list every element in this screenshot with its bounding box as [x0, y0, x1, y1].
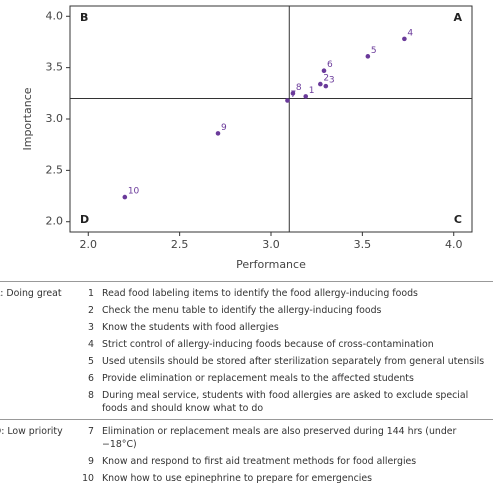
y-tick-label: 2.0 [46, 215, 64, 228]
x-tick-label: 2.5 [171, 238, 189, 251]
group-items: 7 Elimination or replacement meals are al… [80, 423, 493, 487]
quadrant-label: D [80, 213, 89, 226]
item: 10 Know how to use epinephrine to prepare… [80, 470, 493, 487]
point [365, 54, 371, 59]
item: 7 Elimination or replacement meals are al… [80, 423, 493, 453]
y-tick-label: 3.5 [46, 61, 64, 74]
item-text: During meal service, students with food … [102, 390, 469, 414]
item-text: Used utensils should be stored after ste… [102, 356, 485, 367]
page: {"chart_data": {"type": "scatter", "xlab… [0, 5, 493, 484]
chart: 2.0 2.5 3.0 3.5 4.0 2.0 2.5 3.0 3.5 4.0 Performanc… [21, 5, 473, 271]
point [290, 91, 296, 96]
x-tick-label: 3.5 [354, 238, 372, 251]
group: D: Low priority 7 Elimination or replaceme… [0, 419, 493, 489]
item: 8 During meal service, students with food… [80, 387, 493, 417]
x-tick-label: 3.0 [262, 238, 280, 251]
group-label: A: Doing great [0, 288, 62, 299]
point-label: 1 [309, 86, 315, 96]
item-number: 8 [88, 390, 94, 401]
item: 4 Strict control of allergy-inducing food… [80, 336, 493, 353]
group-items: 1 Read food labeling items to identify th… [80, 285, 493, 417]
item-number: 7 [88, 426, 94, 437]
x-tick-label: 4.0 [445, 238, 463, 251]
point-label: 9 [221, 123, 227, 133]
item: 3 Know the students with food allergies [80, 319, 493, 336]
point [285, 98, 290, 103]
point [303, 94, 309, 99]
item-number: 3 [88, 322, 94, 333]
item-text: Check the menu table to identify the all… [102, 305, 382, 316]
y-axis-label: Importance [21, 87, 34, 150]
item-number: 1 [88, 288, 94, 299]
point-label: 4 [407, 28, 413, 38]
item-text: Read food labeling items to identify the… [102, 288, 418, 299]
item-text: Provide elimination or replacement meals… [102, 373, 414, 384]
x-tick-label: 2.0 [80, 238, 98, 251]
item-text: Strict control of allergy-inducing foods… [102, 339, 434, 350]
point [321, 68, 327, 74]
y-tick-label: 2.5 [46, 163, 64, 176]
point-label: 6 [327, 60, 333, 70]
item-text: Know the students with food allergies [102, 322, 279, 333]
plot-frame [69, 5, 473, 233]
quadrant-label: C [454, 213, 462, 226]
group-label: D: Low priority [0, 426, 63, 437]
point-label: 3 [329, 76, 335, 86]
point [122, 194, 128, 200]
item: 6 Provide elimination or replacement meal… [80, 370, 493, 387]
point-label: 2 [323, 74, 329, 84]
item: 1 Read food labeling items to identify th… [80, 285, 493, 302]
item-number: 9 [88, 456, 94, 467]
item-number: 10 [82, 473, 94, 484]
item-number: 6 [88, 373, 94, 384]
legend-table: A: Doing great 1 Read food labeling items … [0, 281, 493, 489]
point-label: 8 [296, 83, 302, 93]
item: 9 Know and respond to first aid treatment… [80, 453, 493, 470]
y-tick-label: 4.0 [46, 9, 64, 22]
item-number: 2 [88, 305, 94, 316]
x-axis-label: Performance [236, 258, 306, 271]
point [215, 131, 221, 136]
point [318, 81, 323, 87]
item-text: Know and respond to first aid treatment … [102, 456, 417, 467]
point [402, 36, 407, 42]
item: 5 Used utensils should be stored after st… [80, 353, 493, 370]
point [323, 83, 329, 89]
item: 2 Check the menu table to identify the al… [80, 302, 493, 319]
item-text: Elimination or replacement meals are als… [102, 426, 457, 450]
group: A: Doing great 1 Read food labeling items … [0, 282, 493, 419]
quadrant-label: B [80, 11, 88, 24]
point-label: 10 [128, 187, 140, 197]
point-label: 5 [371, 46, 377, 56]
item-text: Know how to use epinephrine to prepare f… [102, 473, 372, 484]
item-number: 4 [88, 339, 94, 350]
quadrant-label: A [453, 11, 462, 24]
item-number: 5 [88, 356, 94, 367]
y-tick-label: 3.0 [46, 112, 64, 125]
